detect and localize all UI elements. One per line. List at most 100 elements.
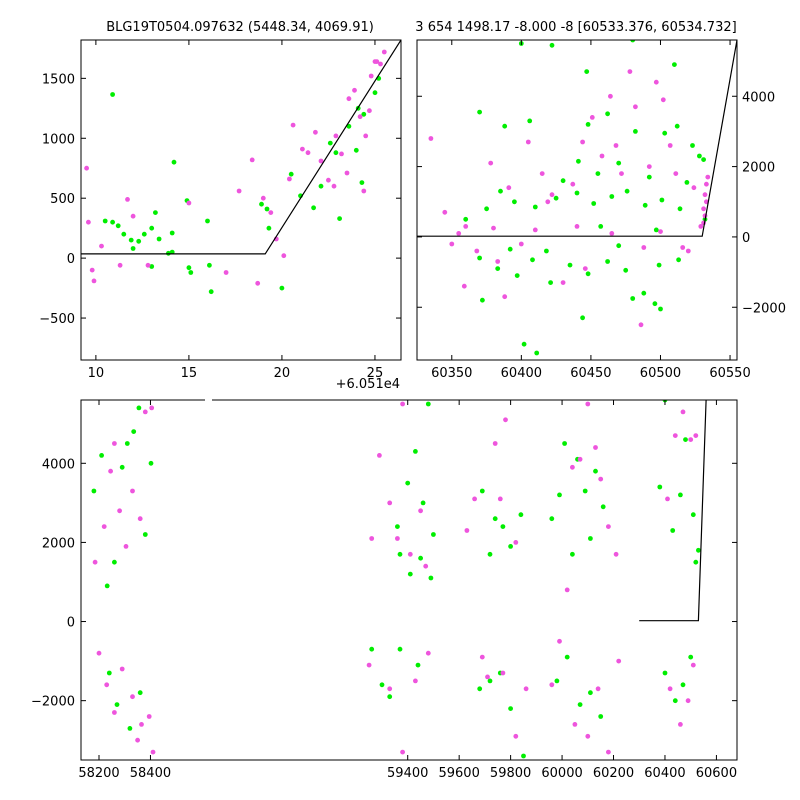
data-point [585,122,591,127]
data-point [281,253,287,259]
data-point [420,500,426,506]
data-point [598,714,604,719]
data-point [549,192,555,198]
data-point [131,429,137,434]
data-point [135,737,141,743]
data-point [539,171,545,177]
panel-top-left: BLG19T0504.097632 (5448.34, 4069.91) 10 1… [39,20,402,381]
data-point [405,480,411,486]
data-point [646,174,652,180]
data-point [680,682,686,688]
data-point [363,133,369,139]
data-point [652,301,658,307]
data-point [474,248,480,254]
data-point [352,87,357,93]
data-point [557,638,562,644]
x-tick-label: 20 [274,366,291,381]
data-point [577,456,583,462]
data-point [369,646,375,652]
data-point [500,670,506,676]
data-point [585,401,591,407]
data-point [106,670,112,676]
data-point [137,516,143,522]
data-point [472,496,477,502]
data-point [104,682,110,688]
data-point [641,245,647,250]
data-point [688,437,694,442]
data-point [188,270,194,275]
data-point [407,571,413,577]
y-tick-label: −2000 [742,301,786,316]
data-point [415,662,421,668]
data-point [580,139,585,145]
data-point [407,551,413,557]
data-point [305,150,311,156]
data-point [123,544,129,549]
data-point [518,512,524,518]
data-point [327,140,333,146]
data-point [633,104,638,110]
data-point [461,283,467,289]
data-point [560,178,566,184]
data-point [646,164,652,170]
data-point [560,280,566,285]
data-point [346,123,352,129]
data-point [656,262,662,268]
data-point [657,484,663,490]
x-tick-label: 60350 [431,366,472,381]
data-point [279,285,285,291]
model-line [417,40,737,237]
data-point [518,241,524,247]
y-tick-label: −500 [39,312,75,327]
data-point [464,528,470,533]
data-point [128,237,134,243]
data-point [318,183,324,189]
series-1 [84,49,387,286]
data-point [662,130,668,136]
data-point [506,185,512,191]
data-point [149,264,155,269]
data-point [361,111,367,117]
data-point [544,248,549,254]
axes-frame [416,39,738,361]
model-line [81,40,401,255]
x-offset-label: +6.051e4 [336,377,400,392]
data-point [570,181,576,187]
data-point [532,227,538,233]
data-point [564,654,570,660]
data-point [606,524,611,529]
data-point [642,202,648,208]
data-point [479,488,485,494]
data-point [418,508,423,514]
x-tick-label: 60000 [541,766,582,781]
data-point [395,524,400,529]
x-tick-label: 59800 [490,766,531,781]
data-point [658,229,663,235]
model-line [639,400,707,622]
data-point [513,540,519,545]
data-point [548,280,553,285]
data-point [130,694,135,700]
data-point [377,453,382,458]
data-point [704,181,709,187]
data-point [562,441,567,446]
data-point [207,262,212,268]
data-point [684,180,690,185]
data-point [698,224,704,229]
data-point [534,350,540,356]
data-point [630,296,636,301]
data-point [545,199,551,205]
axes-frame [80,39,402,361]
data-point [141,231,147,237]
data-point [514,273,520,278]
data-point [659,197,665,203]
data-point [678,492,683,498]
data-point [259,201,264,207]
data-point [582,488,588,494]
data-point [223,270,229,275]
data-point [495,266,501,271]
data-point [608,93,613,99]
series-0 [91,400,701,759]
data-point [112,710,117,715]
data-point [685,698,691,704]
